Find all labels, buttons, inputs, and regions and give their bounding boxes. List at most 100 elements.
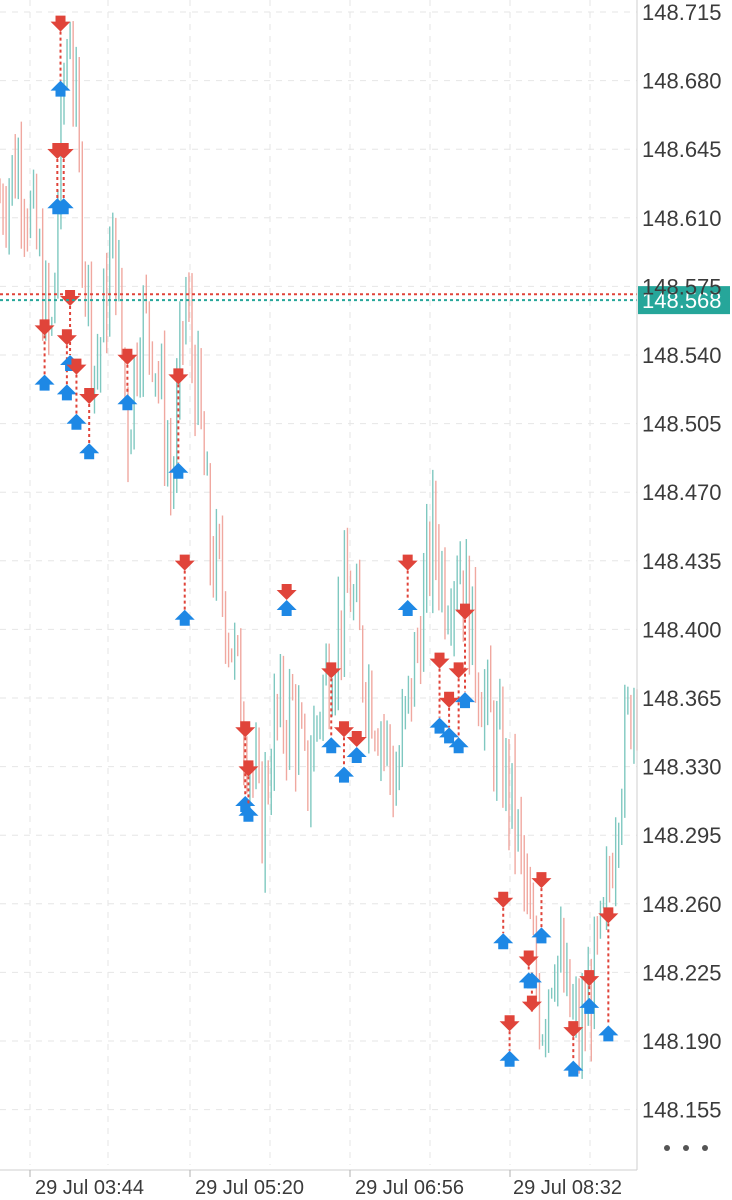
buy-arrow-icon xyxy=(346,747,367,763)
trade-marker[interactable] xyxy=(53,143,74,215)
sell-arrow-icon xyxy=(235,721,256,738)
price-tick-label: 148.400 xyxy=(642,617,722,642)
trade-marker[interactable] xyxy=(321,662,342,754)
buy-arrow-icon xyxy=(321,737,342,754)
trade-marker[interactable] xyxy=(66,358,87,430)
time-tick-label: 29 Jul 06:56 xyxy=(355,1177,464,1199)
price-lines: 148.568 xyxy=(0,286,730,315)
buy-arrow-icon xyxy=(174,609,195,626)
price-tick-label: 148.260 xyxy=(642,892,722,917)
sell-arrow-icon xyxy=(321,662,342,679)
sell-arrow-icon xyxy=(346,731,367,747)
price-tick-label: 148.680 xyxy=(642,69,722,94)
buy-arrow-icon xyxy=(66,413,87,430)
sell-arrow-icon xyxy=(518,950,539,967)
trade-marker[interactable] xyxy=(499,1015,520,1067)
buy-arrow-icon xyxy=(168,462,189,479)
sell-arrow-icon xyxy=(521,995,542,1012)
sell-arrow-icon xyxy=(60,290,81,306)
time-tick-label: 29 Jul 03:44 xyxy=(35,1177,144,1199)
sell-arrow-icon xyxy=(276,584,297,600)
buy-arrow-icon xyxy=(439,727,460,744)
trade-marker[interactable] xyxy=(439,691,460,744)
price-tick-label: 148.365 xyxy=(642,686,722,711)
sell-arrow-icon xyxy=(238,760,259,777)
price-tick-label: 148.190 xyxy=(642,1029,722,1054)
sell-arrow-icon xyxy=(79,388,100,404)
price-tick-label: 148.715 xyxy=(642,0,722,25)
buy-arrow-icon xyxy=(397,600,418,616)
trade-marker[interactable] xyxy=(238,760,259,822)
buy-arrow-icon xyxy=(117,394,138,411)
sell-arrow-icon xyxy=(397,554,418,571)
trade-markers xyxy=(34,15,619,1077)
sell-arrow-icon xyxy=(66,358,87,375)
trade-marker[interactable] xyxy=(168,368,189,479)
buy-arrow-icon xyxy=(448,737,469,754)
trade-marker[interactable] xyxy=(79,388,100,460)
price-tick-label: 148.155 xyxy=(642,1098,722,1123)
buy-arrow-icon xyxy=(563,1060,584,1077)
price-tick-label: 148.645 xyxy=(642,137,722,162)
trade-marker[interactable] xyxy=(598,907,619,1042)
trade-marker[interactable] xyxy=(493,891,514,950)
trade-marker[interactable] xyxy=(531,872,552,944)
buy-arrow-icon xyxy=(56,384,77,401)
trade-marker[interactable] xyxy=(117,348,138,411)
buy-arrow-icon xyxy=(499,1050,520,1067)
current-price-badge xyxy=(638,286,730,315)
sell-arrow-icon xyxy=(50,15,71,32)
trade-marker[interactable] xyxy=(455,603,476,709)
buy-arrow-icon xyxy=(79,443,100,460)
buy-arrow-icon xyxy=(53,198,74,215)
buy-arrow-icon xyxy=(276,600,297,616)
buy-arrow-icon xyxy=(598,1025,619,1042)
sell-arrow-icon xyxy=(579,970,600,987)
sell-arrow-icon xyxy=(174,554,195,571)
trade-marker[interactable] xyxy=(50,15,71,97)
trade-marker[interactable] xyxy=(333,721,354,783)
buy-arrow-icon xyxy=(333,766,354,783)
trade-marker[interactable] xyxy=(397,554,418,616)
sell-arrow-icon xyxy=(455,603,476,620)
price-tick-label: 148.540 xyxy=(642,343,722,368)
trade-marker[interactable] xyxy=(521,972,542,1012)
sell-arrow-icon xyxy=(531,872,552,889)
sell-arrow-icon xyxy=(598,907,619,924)
trade-marker[interactable] xyxy=(429,652,450,734)
sell-arrow-icon xyxy=(563,1021,584,1038)
trade-marker[interactable] xyxy=(174,554,195,626)
sell-arrow-icon xyxy=(439,691,460,708)
price-tick-label: 148.435 xyxy=(642,549,722,574)
sell-arrow-icon xyxy=(168,368,189,385)
sell-arrow-icon xyxy=(333,721,354,738)
buy-arrow-icon xyxy=(579,997,600,1014)
trade-marker[interactable] xyxy=(276,584,297,616)
sell-arrow-icon xyxy=(448,662,469,679)
trade-marker[interactable] xyxy=(448,662,469,754)
trade-marker[interactable] xyxy=(579,970,600,1014)
trade-marker[interactable] xyxy=(563,1021,584,1077)
price-tick-label: 148.575 xyxy=(642,274,722,299)
buy-arrow-icon xyxy=(531,927,552,944)
dot-icon xyxy=(702,1145,708,1151)
buy-arrow-icon xyxy=(50,80,71,97)
buy-arrow-icon xyxy=(493,933,514,950)
price-tick-label: 148.470 xyxy=(642,480,722,505)
more-options-button[interactable] xyxy=(664,1134,708,1162)
price-tick-label: 148.505 xyxy=(642,412,722,437)
sell-arrow-icon xyxy=(34,319,55,336)
time-tick-label: 29 Jul 05:20 xyxy=(195,1177,304,1199)
dot-icon xyxy=(683,1145,689,1151)
trade-marker[interactable] xyxy=(346,731,367,763)
trade-marker[interactable] xyxy=(34,319,55,391)
price-tick-label: 148.330 xyxy=(642,755,722,780)
sell-arrow-icon xyxy=(493,891,514,908)
sell-arrow-icon xyxy=(499,1015,520,1032)
price-tick-label: 148.295 xyxy=(642,823,722,848)
sell-arrow-icon xyxy=(56,329,77,346)
sell-arrow-icon xyxy=(53,143,74,159)
